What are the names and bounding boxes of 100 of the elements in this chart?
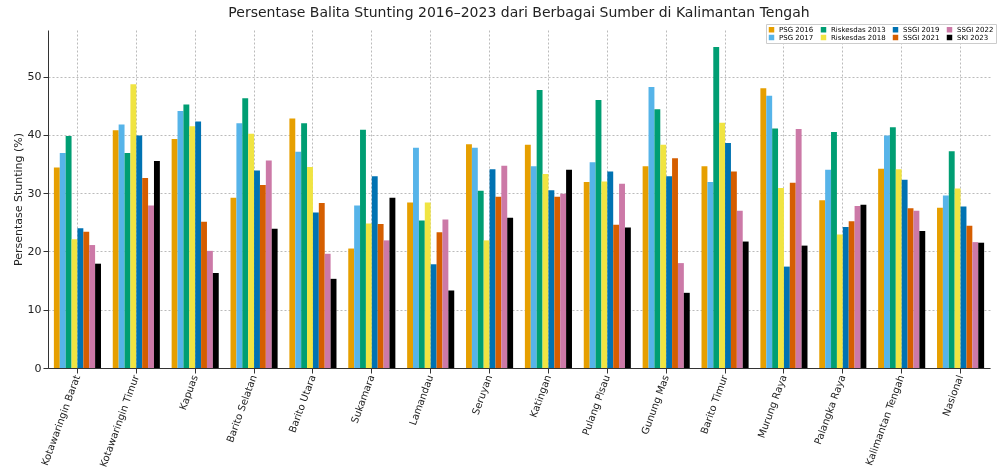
bar — [583, 182, 590, 368]
bar — [772, 128, 779, 368]
bar — [524, 144, 531, 368]
bar — [442, 219, 449, 368]
bar — [760, 88, 767, 368]
bar — [660, 144, 667, 368]
bar — [195, 121, 202, 368]
bar — [666, 176, 673, 368]
bar — [730, 171, 737, 368]
bar — [407, 202, 414, 368]
bar — [418, 220, 425, 368]
bar — [819, 200, 826, 368]
bar — [318, 203, 325, 368]
bar — [560, 193, 567, 368]
bar — [471, 147, 478, 368]
bar — [153, 161, 160, 368]
y-tick-label: 50 — [27, 70, 42, 84]
bar — [136, 135, 143, 368]
bar — [189, 126, 196, 368]
bar — [324, 253, 331, 368]
y-tick-label: 40 — [27, 128, 42, 142]
bar — [171, 138, 178, 368]
bar — [554, 196, 561, 368]
bar — [424, 202, 431, 368]
bar — [183, 104, 190, 368]
bar — [448, 290, 455, 368]
bar — [766, 95, 773, 368]
bar — [836, 234, 843, 368]
bar — [683, 292, 690, 368]
bar — [483, 240, 490, 368]
bar — [413, 147, 419, 368]
bar — [389, 197, 396, 368]
bar — [248, 133, 255, 368]
y-tick-label: 0 — [34, 361, 42, 375]
bar — [377, 224, 384, 368]
bar — [206, 250, 213, 368]
bar — [884, 135, 890, 368]
bar — [978, 242, 985, 368]
bar — [954, 188, 961, 368]
bar — [613, 224, 620, 368]
bar — [118, 124, 125, 368]
bar — [642, 166, 649, 368]
bar — [77, 228, 84, 368]
bar — [919, 231, 926, 368]
bar — [601, 181, 608, 368]
bar — [860, 204, 867, 368]
bar — [59, 152, 66, 368]
bar — [430, 264, 437, 368]
bar — [53, 167, 60, 368]
bar — [307, 166, 313, 368]
y-tick-label: 10 — [27, 303, 42, 317]
bar — [312, 212, 319, 368]
bar — [725, 143, 731, 368]
bar — [966, 225, 973, 368]
bar — [130, 84, 137, 368]
bar — [825, 169, 832, 368]
bar — [901, 179, 908, 368]
bar — [495, 196, 502, 368]
bar — [942, 195, 949, 368]
bar — [289, 118, 296, 368]
bar — [501, 165, 508, 368]
bar — [937, 207, 943, 368]
bar — [619, 183, 625, 368]
bar — [360, 129, 366, 368]
bar — [536, 90, 543, 368]
bar — [677, 263, 684, 368]
bar — [831, 131, 837, 368]
bar — [112, 130, 119, 368]
bar — [212, 273, 219, 368]
bar — [365, 223, 372, 368]
bar — [259, 185, 266, 368]
bar — [589, 162, 596, 368]
bar — [242, 98, 249, 368]
bar — [842, 226, 849, 368]
bar — [95, 263, 101, 368]
bar — [736, 210, 743, 368]
bar — [566, 169, 572, 368]
bar — [719, 122, 726, 368]
bar — [783, 266, 790, 368]
bar — [795, 129, 802, 368]
bar — [742, 241, 749, 368]
bar — [236, 123, 243, 368]
bar — [889, 127, 896, 368]
bar — [148, 205, 154, 368]
bar — [254, 170, 260, 368]
bar — [548, 190, 555, 368]
y-tick-label: 20 — [27, 244, 42, 258]
bar — [713, 46, 720, 368]
bar — [789, 182, 796, 368]
bar — [672, 158, 678, 368]
bar — [878, 168, 885, 368]
bar — [271, 228, 278, 368]
bar — [354, 205, 361, 368]
bar — [265, 160, 272, 368]
bar — [371, 176, 378, 368]
bar — [707, 182, 714, 368]
bar — [530, 166, 537, 368]
bar — [301, 123, 308, 368]
bar — [477, 190, 484, 368]
bar — [848, 221, 855, 368]
